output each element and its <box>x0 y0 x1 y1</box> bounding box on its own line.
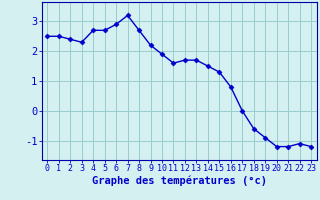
X-axis label: Graphe des températures (°c): Graphe des températures (°c) <box>92 176 267 186</box>
